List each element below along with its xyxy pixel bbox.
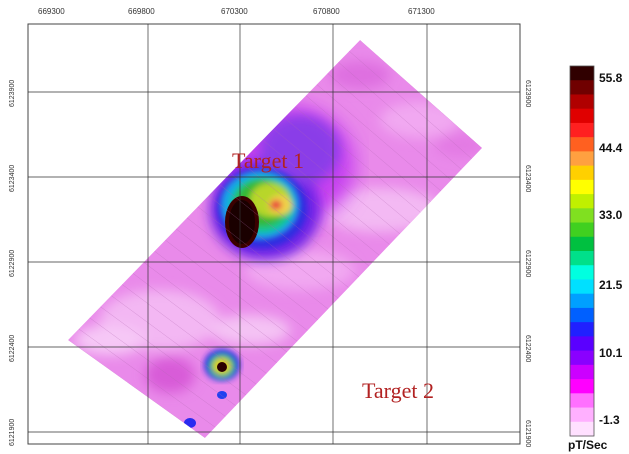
y-tick-label-left: 6123900 <box>9 80 16 107</box>
flight-line <box>208 195 339 299</box>
legend-swatch <box>570 122 594 138</box>
legend-value: -1.3 <box>599 413 620 427</box>
y-tick-label-left: 6122900 <box>9 250 16 277</box>
flight-line <box>294 106 421 213</box>
legend-swatch <box>570 364 594 380</box>
legend-swatch <box>570 322 594 337</box>
legend-value: 21.5 <box>599 278 623 292</box>
legend-swatch <box>570 407 594 423</box>
flight-line <box>121 284 257 385</box>
legend-swatch <box>570 379 594 394</box>
flight-line <box>78 328 216 428</box>
legend-swatch <box>570 151 594 167</box>
flight-line <box>143 262 277 363</box>
legend-swatch <box>570 94 594 110</box>
flight-line <box>327 73 452 181</box>
flight-line <box>338 62 462 170</box>
x-tick-label: 669300 <box>38 7 65 16</box>
legend-swatch <box>570 179 594 195</box>
legend-swatch <box>570 108 594 124</box>
y-tick-label-right: 6122400 <box>524 335 531 362</box>
legend-swatch <box>570 208 594 224</box>
flight-line <box>251 150 380 256</box>
legend-value: 10.1 <box>599 346 623 360</box>
flight-line <box>284 117 411 224</box>
flight-line <box>175 228 308 331</box>
map-grid <box>28 24 520 444</box>
flight-line <box>305 95 431 202</box>
flight-line <box>111 295 247 396</box>
flight-line <box>262 139 390 245</box>
color-legend: 55.8 44.4 33.0 21.5 10.1 -1.3 pT/Sec <box>568 65 623 452</box>
legend-swatch <box>570 236 594 252</box>
flight-line <box>273 128 401 235</box>
legend-color-bar <box>570 66 594 437</box>
target-2-label: Target 2 <box>362 378 434 403</box>
legend-value: 33.0 <box>599 208 623 222</box>
x-tick-label: 669800 <box>128 7 155 16</box>
x-tick-label: 670300 <box>221 7 248 16</box>
legend-swatch <box>570 80 594 96</box>
flight-line <box>186 217 319 321</box>
flight-line <box>154 250 288 353</box>
y-tick-label-right: 6123400 <box>524 165 531 192</box>
anomaly-map <box>68 40 482 438</box>
legend-swatch <box>570 421 594 437</box>
legend-swatch <box>570 265 594 281</box>
flight-line <box>132 273 267 374</box>
flight-line <box>349 50 472 159</box>
flight-line <box>100 306 236 406</box>
y-tick-label-left: 6123400 <box>9 165 16 192</box>
y-tick-label-left: 6122400 <box>9 335 16 362</box>
legend-swatch <box>570 194 594 209</box>
flight-line <box>219 184 349 288</box>
flight-line <box>197 206 329 310</box>
legend-swatch <box>570 251 594 266</box>
legend-swatch <box>570 350 594 366</box>
legend-swatch <box>570 279 594 295</box>
y-tick-label-right: 6123900 <box>524 80 531 107</box>
target-1-label: Target 1 <box>232 148 304 173</box>
legend-swatch <box>570 222 594 238</box>
y-tick-label-left: 6121900 <box>9 419 16 446</box>
legend-swatch <box>570 307 594 323</box>
y-tick-label-right: 6121900 <box>524 420 531 447</box>
legend-swatch <box>570 165 594 181</box>
legend-swatch <box>570 137 594 152</box>
flight-line <box>230 173 360 278</box>
flight-line <box>165 239 298 342</box>
legend-swatch <box>570 66 594 81</box>
legend-swatch <box>570 336 594 352</box>
flight-line <box>89 317 226 417</box>
flight-line <box>316 84 442 192</box>
legend-value: 44.4 <box>599 141 623 155</box>
legend-swatch <box>570 393 594 409</box>
x-tick-label: 671300 <box>408 7 435 16</box>
legend-unit: pT/Sec <box>568 438 608 452</box>
y-tick-label-right: 6122900 <box>524 250 531 277</box>
legend-swatch <box>570 293 594 309</box>
x-tick-label: 670800 <box>313 7 340 16</box>
legend-value: 55.8 <box>599 71 623 85</box>
flight-line <box>240 162 370 267</box>
